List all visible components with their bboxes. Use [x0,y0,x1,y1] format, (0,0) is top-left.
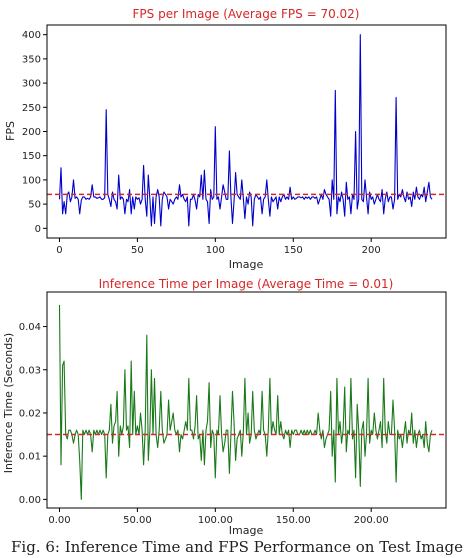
x-tick-label: 0 [56,245,62,256]
y-tick-label: 250 [22,103,41,114]
plot-frame [46,291,447,509]
y-axis-label: Inference Time (Seconds) [2,333,15,473]
y-tick-label: 400 [22,30,41,41]
x-axis-label: Image [229,524,264,537]
fps-chart: FPS per Image (Average FPS = 70.02) Imag… [4,7,447,271]
y-tick-label: 0.02 [19,408,41,419]
y-tick-label: 150 [22,151,41,162]
x-tick-label: 150 [284,245,303,256]
figure-caption: Fig. 6: Inference Time and FPS Performan… [11,538,463,556]
y-tick-label: 0.04 [19,322,41,333]
y-tick-label: 50 [28,200,41,211]
y-tick-label: 0.00 [19,495,41,506]
series-line [58,34,433,227]
inference-time-chart: Inference Time per Image (Average Time =… [2,277,447,537]
y-tick-label: 0.01 [19,452,41,463]
chart-title: Inference Time per Image (Average Time =… [99,277,394,291]
y-tick-label: 300 [22,79,41,90]
x-tick-label: 100 [206,245,225,256]
x-tick-label: 100.00 [198,515,233,526]
chart-title: FPS per Image (Average FPS = 70.02) [133,7,360,21]
y-axis-label: FPS [4,121,17,141]
x-tick-label: 200 [362,245,381,256]
y-tick-label: 350 [22,54,41,65]
y-tick-label: 0 [35,224,41,235]
x-tick-label: 150.00 [276,515,311,526]
x-tick-label: 50.00 [123,515,152,526]
y-tick-label: 0.03 [19,365,41,376]
y-tick-label: 100 [22,175,41,186]
x-tick-label: 0.00 [48,515,70,526]
x-axis-label: Image [229,258,264,271]
x-tick-label: 200.00 [354,515,389,526]
y-tick-label: 200 [22,127,41,138]
series-line [58,304,433,500]
x-tick-label: 50 [131,245,144,256]
